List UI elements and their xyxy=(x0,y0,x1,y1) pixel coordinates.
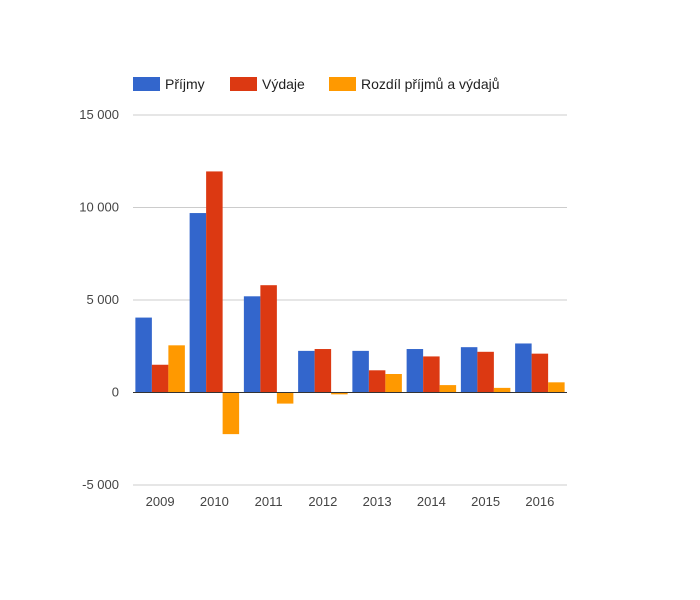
y-tick-label: -5 000 xyxy=(82,477,119,492)
x-tick-label: 2011 xyxy=(255,494,283,509)
bar-rozdil-prijmu-a-vydaju-2014 xyxy=(439,385,457,393)
bars xyxy=(135,171,565,435)
bar-rozdil-prijmu-a-vydaju-2012 xyxy=(331,392,348,395)
x-tick-label: 2010 xyxy=(200,494,229,509)
legend-swatch-rozdil-prijmu-a-vydaju xyxy=(329,77,356,91)
x-tick-label: 2016 xyxy=(525,494,554,509)
y-tick-label: 5 000 xyxy=(86,292,119,307)
bar-prijmy-2015 xyxy=(460,347,478,393)
y-tick-label: 15 000 xyxy=(79,107,119,122)
bar-prijmy-2013 xyxy=(352,350,369,393)
legend-label: Rozdíl příjmů a výdajů xyxy=(361,76,500,92)
legend-label: Příjmy xyxy=(165,76,205,92)
legend-swatch-prijmy xyxy=(133,77,160,91)
x-tick-label: 2014 xyxy=(417,494,446,509)
x-tick-label: 2012 xyxy=(308,494,337,509)
bar-prijmy-2009 xyxy=(135,317,152,393)
bar-rozdil-prijmu-a-vydaju-2011 xyxy=(276,392,294,404)
bar-rozdil-prijmu-a-vydaju-2016 xyxy=(548,382,565,393)
legend-swatch-vydaje xyxy=(230,77,257,91)
bar-vydaje-2010 xyxy=(206,171,223,393)
bar-vydaje-2009 xyxy=(151,364,169,393)
bar-rozdil-prijmu-a-vydaju-2015 xyxy=(493,387,511,393)
bar-rozdil-prijmu-a-vydaju-2013 xyxy=(385,374,402,393)
bar-vydaje-2011 xyxy=(260,285,277,393)
bar-vydaje-2014 xyxy=(423,356,440,393)
legend: Příjmy Výdaje Rozdíl příjmů a výdajů xyxy=(133,76,500,92)
x-tick-label: 2013 xyxy=(363,494,392,509)
x-tick-label: 2009 xyxy=(146,494,175,509)
y-axis-tick-labels: 15 000 10 000 5 000 0 -5 000 xyxy=(79,107,119,492)
bar-vydaje-2015 xyxy=(477,351,494,393)
bar-prijmy-2011 xyxy=(243,296,261,393)
bar-prijmy-2012 xyxy=(298,350,315,393)
bar-rozdil-prijmu-a-vydaju-2010 xyxy=(222,392,240,435)
x-tick-label: 2015 xyxy=(471,494,500,509)
x-axis-tick-labels: 2009 2010 2011 2012 2013 2014 2015 2016 xyxy=(146,494,555,509)
bar-rozdil-prijmu-a-vydaju-2009 xyxy=(168,345,185,393)
bar-vydaje-2012 xyxy=(314,349,332,393)
bar-prijmy-2014 xyxy=(406,349,424,393)
legend-label: Výdaje xyxy=(262,76,305,92)
bar-vydaje-2013 xyxy=(368,370,386,393)
y-tick-label: 0 xyxy=(112,385,119,400)
y-tick-label: 10 000 xyxy=(79,200,119,215)
bar-prijmy-2016 xyxy=(515,343,532,393)
bar-prijmy-2010 xyxy=(189,213,207,393)
bar-vydaje-2016 xyxy=(531,353,549,393)
